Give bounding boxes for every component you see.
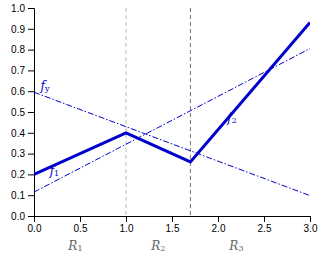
tick: 1.5 [166, 216, 180, 234]
annotation: R1 [67, 239, 82, 254]
tick-label: 0.0 [28, 223, 42, 234]
tick-mark [28, 91, 34, 92]
tick: 0.7 [11, 65, 34, 76]
tick-mark [28, 50, 34, 51]
tick-mark [172, 216, 173, 222]
tick-mark [28, 195, 34, 196]
tick-label: 0.1 [11, 190, 25, 201]
tick-label: 1.0 [120, 223, 134, 234]
tick-label: 2.0 [212, 223, 226, 234]
tick: 0.0 [28, 216, 42, 234]
tick-mark [28, 112, 34, 113]
tick-label: 0.4 [11, 128, 25, 139]
tick-mark [264, 216, 265, 222]
reference-line [126, 8, 127, 216]
tick: 0.3 [11, 148, 34, 159]
annotation-subscript: 2 [160, 244, 165, 253]
tick-mark [310, 216, 311, 222]
y-axis: 0.0 0.1 0.2 0.3 0.4 0.5 0.6 0.7 0.8 0.9 1.0 [11, 3, 34, 222]
tick: 0.1 [11, 190, 34, 201]
annotation-subscript: 2 [232, 116, 237, 125]
tick: 0.5 [74, 216, 88, 234]
tick: 0.0 [11, 211, 34, 222]
annotation-subscript: 1 [77, 244, 82, 253]
chart: 0.00.51.01.52.02.53.00.00.10.20.30.40.50… [0, 0, 324, 258]
tick-label: 2.5 [258, 223, 272, 234]
tick-label: 0.9 [11, 24, 25, 35]
tick-label: 0.6 [11, 86, 25, 97]
tick: 2.5 [258, 216, 272, 234]
tick-mark [28, 8, 34, 9]
reference-line [190, 8, 191, 216]
annotation: f1 [49, 164, 60, 179]
tick: 3.0 [304, 216, 318, 234]
annotation-main: R [150, 239, 160, 253]
annotations: f1fyf2R1R2R3 [39, 79, 243, 254]
tick-label: 1.0 [11, 3, 25, 14]
tick: 1.0 [120, 216, 134, 234]
marks [34, 8, 310, 216]
tick-label: 3.0 [304, 223, 318, 234]
annotation-main: R [228, 239, 238, 253]
annotation-main: R [67, 239, 77, 253]
tick-label: 1.5 [166, 223, 180, 234]
line [34, 92, 310, 195]
tick-label: 0.8 [11, 44, 25, 55]
tick-label: 0.5 [74, 223, 88, 234]
annotation-subscript: y [44, 84, 50, 93]
tick-label: 0.0 [11, 211, 25, 222]
tick-label: 0.3 [11, 148, 25, 159]
tick: 0.6 [11, 86, 34, 97]
tick-mark [28, 154, 34, 155]
axis-line [35, 217, 311, 223]
annotation-subscript: 1 [54, 169, 59, 178]
tick: 0.5 [11, 107, 34, 118]
tick-label: 0.7 [11, 65, 25, 76]
annotation-subscript: 3 [238, 244, 243, 253]
tick-mark [80, 216, 81, 222]
tick: 1.0 [11, 3, 34, 14]
tick-mark [28, 174, 34, 175]
tick-mark [28, 70, 34, 71]
tick: 2.0 [212, 216, 226, 234]
tick: 0.9 [11, 24, 34, 35]
tick-mark [28, 133, 34, 134]
annotation: fy [39, 79, 49, 94]
tick-mark [126, 216, 127, 222]
tick: 0.4 [11, 128, 34, 139]
x-axis: 0.0 0.5 1.0 1.5 2.0 2.5 3.0 [28, 216, 318, 234]
axis-line [28, 9, 35, 217]
tick-mark [28, 29, 34, 30]
tick-label: 0.2 [11, 169, 25, 180]
tick-mark [218, 216, 219, 222]
annotation: R2 [150, 239, 165, 254]
line [34, 23, 310, 175]
annotation: R3 [228, 239, 243, 254]
tick-label: 0.5 [11, 107, 25, 118]
annotation: f2 [226, 111, 237, 126]
tick: 0.8 [11, 44, 34, 55]
tick-mark [28, 216, 34, 217]
plot: 0.00.51.01.52.02.53.00.00.10.20.30.40.50… [11, 3, 318, 253]
tick: 0.2 [11, 169, 34, 180]
